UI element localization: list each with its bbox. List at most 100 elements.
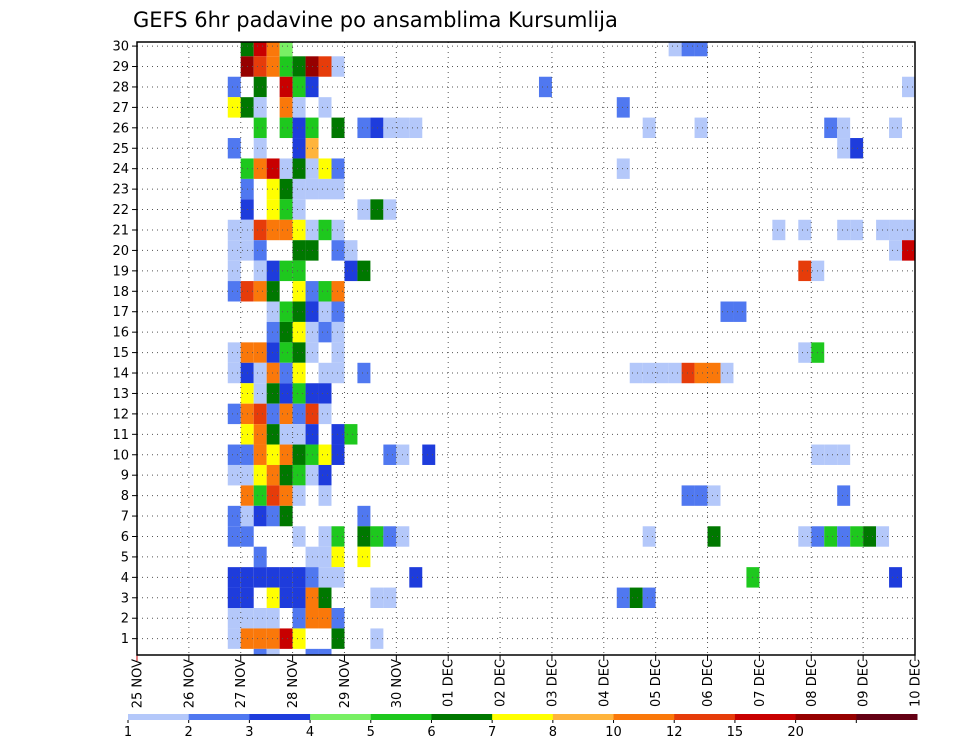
heatmap-cell [409,117,423,139]
heatmap-cell [681,362,695,384]
heatmap-cell [266,587,280,608]
heatmap-cell [279,117,293,139]
legend-swatch [552,714,615,720]
heatmap-cell [357,505,371,527]
heatmap-cell [642,587,656,608]
heatmap-cell [863,526,877,547]
heatmap-cell [253,444,267,465]
heatmap-cell [266,567,280,588]
heatmap-cell [279,219,293,241]
heatmap-cell [616,587,630,608]
heatmap-cell [253,505,267,527]
heatmap-cell [253,546,267,568]
heatmap-cell [292,608,306,629]
heatmap-cell [279,485,293,506]
heatmap-cell [292,342,306,363]
heatmap-cell [318,321,332,343]
heatmap-cell [253,260,267,282]
heatmap-cell [318,158,332,179]
heatmap-cell [292,199,306,220]
heatmap-cell [279,383,293,404]
heatmap-cell [279,424,293,445]
heatmap-cell [227,138,241,159]
heatmap-cell [227,362,241,384]
heatmap-cell [318,97,332,118]
x-tick-label: 02 DEC [494,659,509,707]
heatmap-cell [279,444,293,465]
heatmap-cell [292,444,306,465]
legend-swatch [856,714,918,720]
heatmap-cell [616,158,630,179]
heatmap-cell [253,424,267,445]
heatmap-cell [344,424,358,445]
heatmap-cell [279,321,293,343]
heatmap-cell [850,138,864,159]
legend-label: 20 [787,725,804,740]
heatmap-cell [357,199,371,220]
heatmap-cell [370,199,384,220]
heatmap-cell [694,362,708,384]
heatmap-cell [902,240,915,261]
heatmap-cell [318,648,332,655]
heatmap-cell [292,464,306,486]
heatmap-cell [383,526,397,547]
heatmap-cell [668,362,682,384]
heatmap-cell [227,97,241,118]
heatmap-cell [292,219,306,241]
heatmap-cell [279,97,293,118]
heatmap-cell [318,383,332,404]
heatmap-cell [837,526,851,547]
heatmap-cell [292,76,306,98]
heatmap-cell [266,444,280,465]
heatmap-cell [798,526,812,547]
y-tick-label: 8 [121,489,129,504]
heatmap-cell [279,178,293,200]
heatmap-cell [824,444,838,465]
heatmap-cell [383,199,397,220]
heatmap-cell [902,76,915,98]
heatmap-cell [383,587,397,608]
legend-swatch [370,714,432,720]
heatmap-cell [253,42,267,57]
heatmap-cell [227,76,241,98]
grid-lines [137,42,915,655]
heatmap-cell [292,301,306,322]
legend-swatch [674,714,736,720]
heatmap-cell [889,567,903,588]
heatmap-cell [292,628,306,649]
heatmap-cell [279,76,293,98]
heatmap-cell [318,178,332,200]
heatmap-cell [357,117,371,139]
legend-label: 1 [124,725,132,740]
heatmap-cell [318,608,332,629]
heatmap-cell [681,485,695,506]
y-tick-label: 25 [112,142,129,157]
heatmap-cell [266,608,280,629]
heatmap-cell [266,342,280,363]
heatmap-cell [253,342,267,363]
heatmap-cell [253,76,267,98]
heatmap-cell [253,383,267,404]
heatmap-cell [253,117,267,139]
heatmap-cell [266,464,280,486]
heatmap-cell [370,117,384,139]
y-tick-label: 11 [112,428,129,443]
heatmap-cell [344,240,358,261]
heatmap-cell [292,138,306,159]
heatmap-cell [889,240,903,261]
x-tick-label: 08 DEC [805,659,820,707]
heatmap-cell [292,383,306,404]
x-tick-label: 25 NOV [131,659,146,708]
heatmap-cell [279,56,293,77]
y-tick-label: 9 [121,469,129,484]
heatmap-cell [253,138,267,159]
heatmap-cell [227,587,241,608]
heatmap-cell [292,260,306,282]
heatmap-cell [889,117,903,139]
y-tick-label: 22 [112,203,129,218]
heatmap-cell [253,608,267,629]
y-tick-label: 10 [112,448,129,463]
y-tick-label: 23 [112,183,129,198]
heatmap-cell [318,464,332,486]
legend-label: 5 [367,725,375,740]
